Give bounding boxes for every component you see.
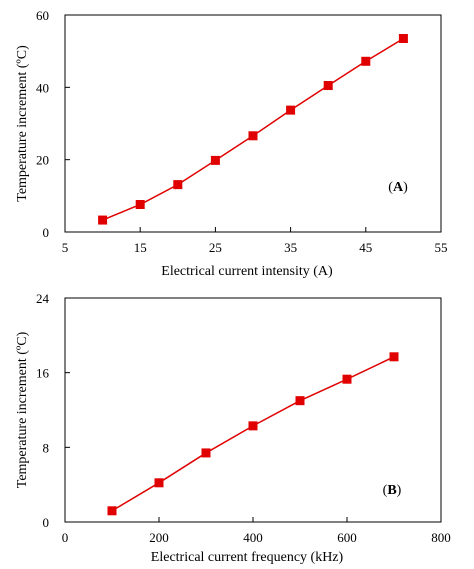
x-tick-label: 25: [209, 240, 222, 255]
plot-frame: [64, 14, 442, 233]
data-point-marker: [154, 478, 164, 488]
data-point-marker: [107, 506, 117, 516]
x-tick-label: 5: [62, 240, 69, 255]
data-point-marker: [135, 200, 145, 210]
x-tick-label: 45: [359, 240, 372, 255]
data-point-marker: [323, 81, 333, 91]
x-tick-label: 0: [62, 530, 69, 545]
y-tick-label: 0: [43, 225, 50, 240]
series-line: [102, 37, 404, 221]
panel-letter: A: [393, 180, 404, 195]
chart-panel-b: 0 200 400 600 800 0 8 16 24 Electrical current fr…: [15, 291, 451, 565]
panel-letter: B: [387, 483, 396, 498]
data-point-marker: [361, 56, 371, 66]
y-tick-label: 24: [36, 291, 50, 306]
data-point-marker: [389, 352, 399, 362]
series-line: [111, 356, 395, 512]
data-point-marker: [98, 215, 108, 225]
data-point-marker: [286, 105, 296, 115]
y-tick-label: 20: [36, 153, 49, 168]
panel-label: (B): [383, 483, 402, 498]
x-tick-label: 800: [431, 530, 451, 545]
data-point-marker: [173, 180, 183, 190]
y-axis-title: Temperature increment (ºC): [15, 331, 30, 488]
x-tick-label: 200: [149, 530, 169, 545]
panel-label: (A): [388, 180, 408, 195]
y-tick-label: 40: [36, 80, 49, 95]
y-axis-title: Temperature increment (ºC): [15, 45, 30, 202]
y-tick-label: 8: [43, 440, 50, 455]
data-point-marker: [210, 155, 220, 165]
data-point-marker: [248, 131, 258, 141]
x-axis-title: Electrical current intensity (A): [161, 264, 333, 279]
x-tick-label: 600: [337, 530, 357, 545]
data-point-marker: [248, 421, 258, 431]
x-tick-label: 400: [243, 530, 263, 545]
y-tick-label: 0: [43, 515, 50, 530]
y-tick-label: 16: [36, 366, 50, 381]
data-point-marker: [398, 34, 408, 44]
x-tick-label: 55: [435, 240, 448, 255]
data-point-marker: [295, 396, 305, 406]
data-point-marker: [342, 374, 352, 384]
y-tick-label: 60: [36, 8, 49, 23]
x-axis-title: Electrical current frequency (kHz): [151, 550, 344, 565]
x-tick-label: 35: [284, 240, 297, 255]
data-point-marker: [201, 448, 211, 458]
x-tick-label: 15: [134, 240, 147, 255]
chart-panel-a: 5 15 25 35 45 55 0 20 40 60 Electrical current int…: [15, 8, 448, 279]
